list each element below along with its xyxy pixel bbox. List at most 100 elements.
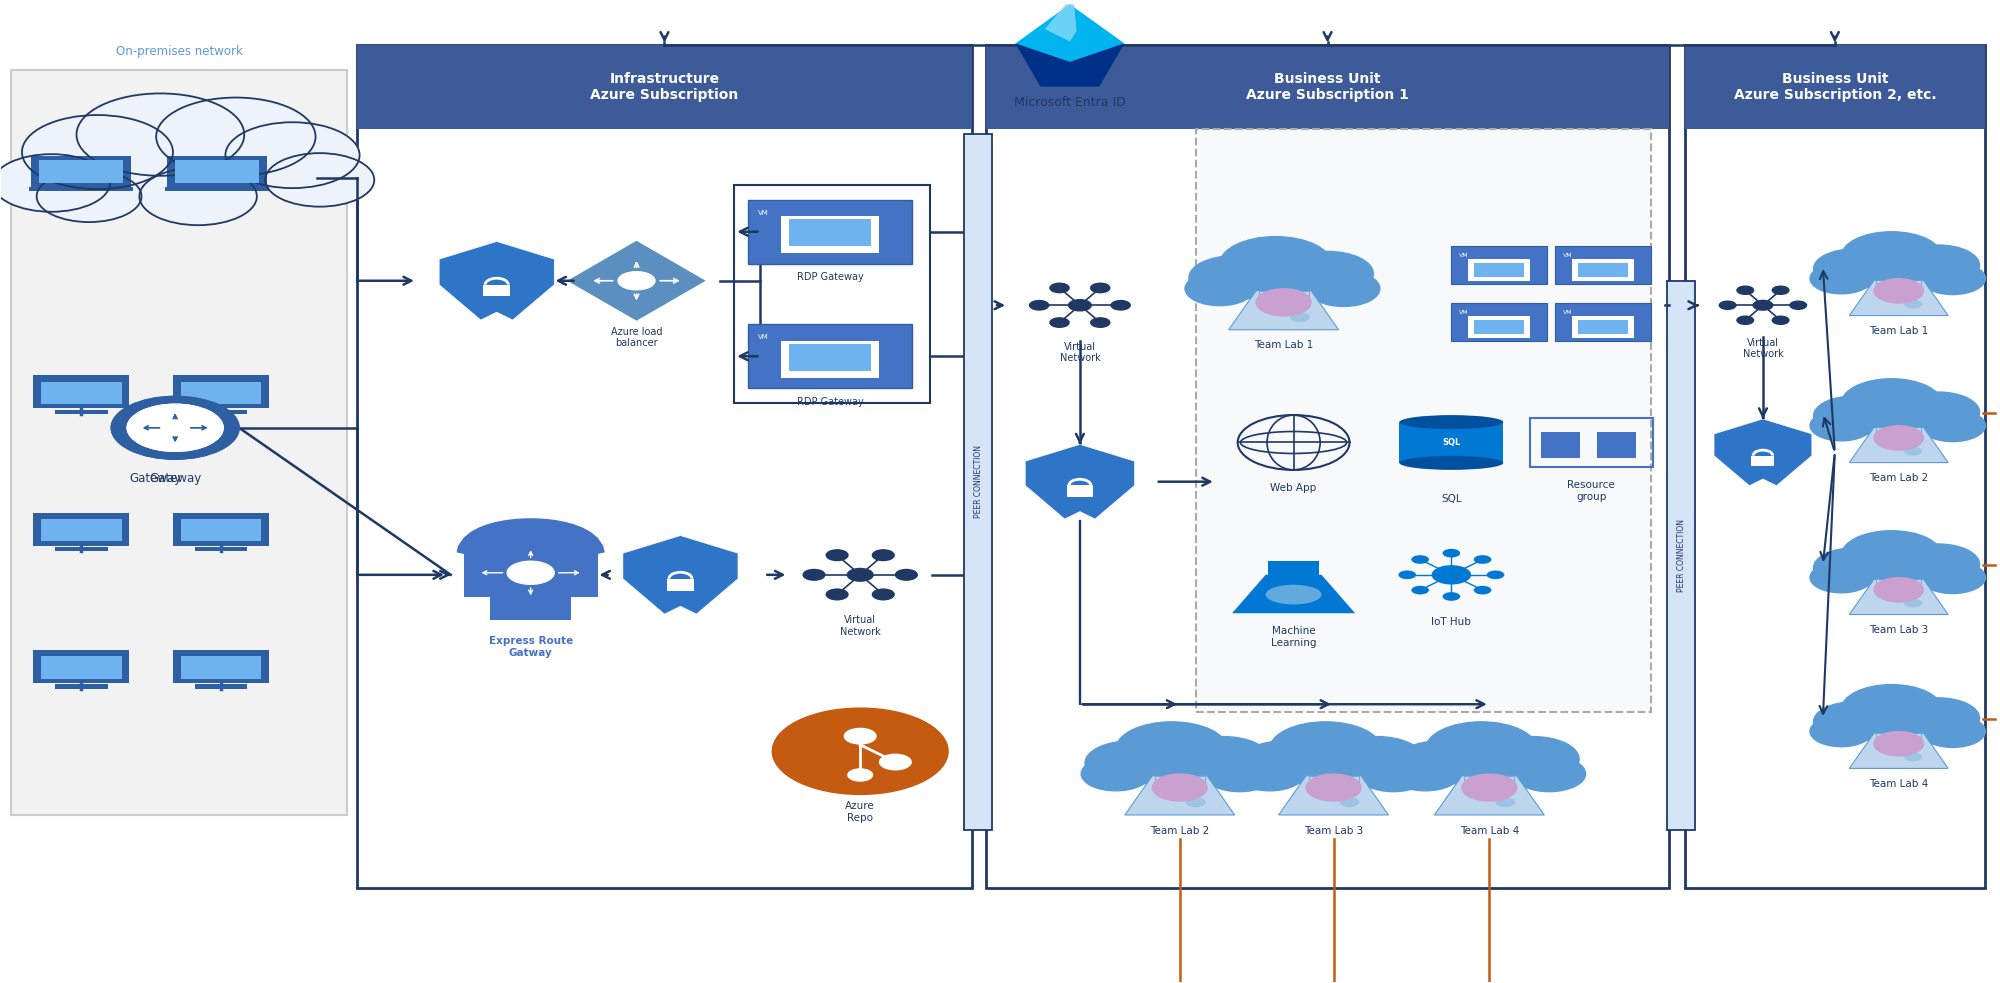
FancyBboxPatch shape: [1066, 486, 1092, 496]
FancyBboxPatch shape: [782, 216, 880, 254]
FancyBboxPatch shape: [748, 200, 912, 263]
Circle shape: [1842, 531, 1942, 580]
Text: SQL: SQL: [1442, 438, 1460, 447]
Polygon shape: [1850, 733, 1948, 769]
Circle shape: [1754, 301, 1772, 310]
FancyBboxPatch shape: [1474, 262, 1524, 277]
Circle shape: [1050, 283, 1070, 293]
Circle shape: [1256, 289, 1312, 316]
Circle shape: [1772, 317, 1788, 324]
FancyBboxPatch shape: [1752, 456, 1774, 466]
Text: Azure load
balancer: Azure load balancer: [610, 326, 662, 348]
Circle shape: [1898, 245, 1980, 285]
FancyBboxPatch shape: [484, 285, 510, 297]
FancyBboxPatch shape: [1876, 579, 1922, 588]
Circle shape: [896, 569, 918, 580]
Ellipse shape: [1266, 585, 1322, 605]
Circle shape: [1234, 757, 1304, 790]
FancyBboxPatch shape: [1400, 422, 1504, 463]
FancyBboxPatch shape: [194, 684, 248, 689]
Text: IoT Hub: IoT Hub: [1432, 617, 1472, 627]
FancyBboxPatch shape: [790, 219, 872, 247]
Polygon shape: [1278, 776, 1388, 815]
Polygon shape: [1232, 575, 1356, 613]
Text: Team Lab 1: Team Lab 1: [1254, 340, 1314, 351]
FancyBboxPatch shape: [32, 155, 132, 188]
Text: SQL: SQL: [1442, 493, 1462, 504]
Text: Team Lab 2: Team Lab 2: [1870, 473, 1928, 484]
FancyBboxPatch shape: [42, 381, 122, 404]
Polygon shape: [1044, 4, 1076, 41]
FancyBboxPatch shape: [1464, 776, 1514, 785]
FancyBboxPatch shape: [1540, 432, 1580, 457]
Circle shape: [508, 561, 554, 584]
Circle shape: [1050, 318, 1070, 327]
Circle shape: [1090, 318, 1110, 327]
Text: Business Unit
Azure Subscription 1: Business Unit Azure Subscription 1: [1246, 72, 1408, 102]
Circle shape: [1496, 797, 1516, 807]
Circle shape: [1474, 555, 1492, 564]
Circle shape: [1068, 300, 1092, 311]
Text: Team Lab 4: Team Lab 4: [1460, 826, 1518, 836]
FancyBboxPatch shape: [986, 45, 1670, 889]
Text: Infrastructure
Azure Subscription: Infrastructure Azure Subscription: [590, 72, 738, 102]
Circle shape: [76, 93, 244, 176]
FancyBboxPatch shape: [790, 344, 872, 371]
Circle shape: [1412, 586, 1428, 595]
Circle shape: [140, 167, 256, 225]
Circle shape: [826, 549, 848, 560]
Circle shape: [1874, 578, 1924, 602]
Polygon shape: [1016, 4, 1124, 62]
Circle shape: [156, 97, 316, 176]
FancyBboxPatch shape: [490, 602, 570, 611]
FancyBboxPatch shape: [1308, 776, 1358, 785]
Text: PEER CONNECTION: PEER CONNECTION: [1676, 519, 1686, 592]
Polygon shape: [440, 242, 554, 319]
Circle shape: [1030, 301, 1048, 310]
Circle shape: [1878, 588, 1896, 597]
FancyBboxPatch shape: [1572, 316, 1634, 338]
FancyBboxPatch shape: [174, 650, 270, 683]
Circle shape: [1412, 555, 1428, 564]
Circle shape: [1842, 378, 1942, 429]
Circle shape: [1898, 544, 1980, 585]
Circle shape: [1390, 757, 1460, 790]
Circle shape: [1358, 756, 1430, 791]
Circle shape: [1904, 599, 1922, 607]
Circle shape: [1842, 232, 1942, 281]
Circle shape: [1814, 396, 1894, 435]
Ellipse shape: [1400, 415, 1504, 430]
Circle shape: [872, 589, 894, 600]
Text: VM: VM: [1460, 253, 1468, 259]
Circle shape: [1340, 797, 1360, 807]
Text: Microsoft Entra ID: Microsoft Entra ID: [1014, 96, 1126, 109]
Circle shape: [1308, 270, 1380, 307]
Circle shape: [1772, 286, 1788, 294]
FancyBboxPatch shape: [1668, 281, 1696, 830]
FancyBboxPatch shape: [54, 410, 108, 414]
Circle shape: [1814, 249, 1894, 289]
Text: VM: VM: [758, 334, 770, 340]
Polygon shape: [1026, 444, 1134, 519]
Text: Team Lab 3: Team Lab 3: [1870, 625, 1928, 635]
FancyBboxPatch shape: [1258, 291, 1308, 301]
Circle shape: [1904, 300, 1922, 309]
Circle shape: [1116, 722, 1228, 777]
FancyBboxPatch shape: [12, 70, 346, 815]
FancyBboxPatch shape: [174, 513, 270, 546]
FancyBboxPatch shape: [490, 610, 570, 620]
Text: Team Lab 2: Team Lab 2: [1150, 826, 1210, 836]
Circle shape: [1878, 742, 1896, 751]
Text: Team Lab 1: Team Lab 1: [1870, 326, 1928, 336]
Circle shape: [1290, 313, 1310, 321]
Circle shape: [128, 404, 224, 451]
Circle shape: [1474, 586, 1492, 595]
Text: VM: VM: [1460, 310, 1468, 315]
Circle shape: [1312, 785, 1332, 795]
Circle shape: [1468, 785, 1488, 795]
Circle shape: [1486, 570, 1504, 579]
FancyBboxPatch shape: [40, 160, 124, 183]
Circle shape: [844, 728, 876, 744]
FancyBboxPatch shape: [1686, 45, 1984, 129]
Polygon shape: [1850, 280, 1948, 316]
